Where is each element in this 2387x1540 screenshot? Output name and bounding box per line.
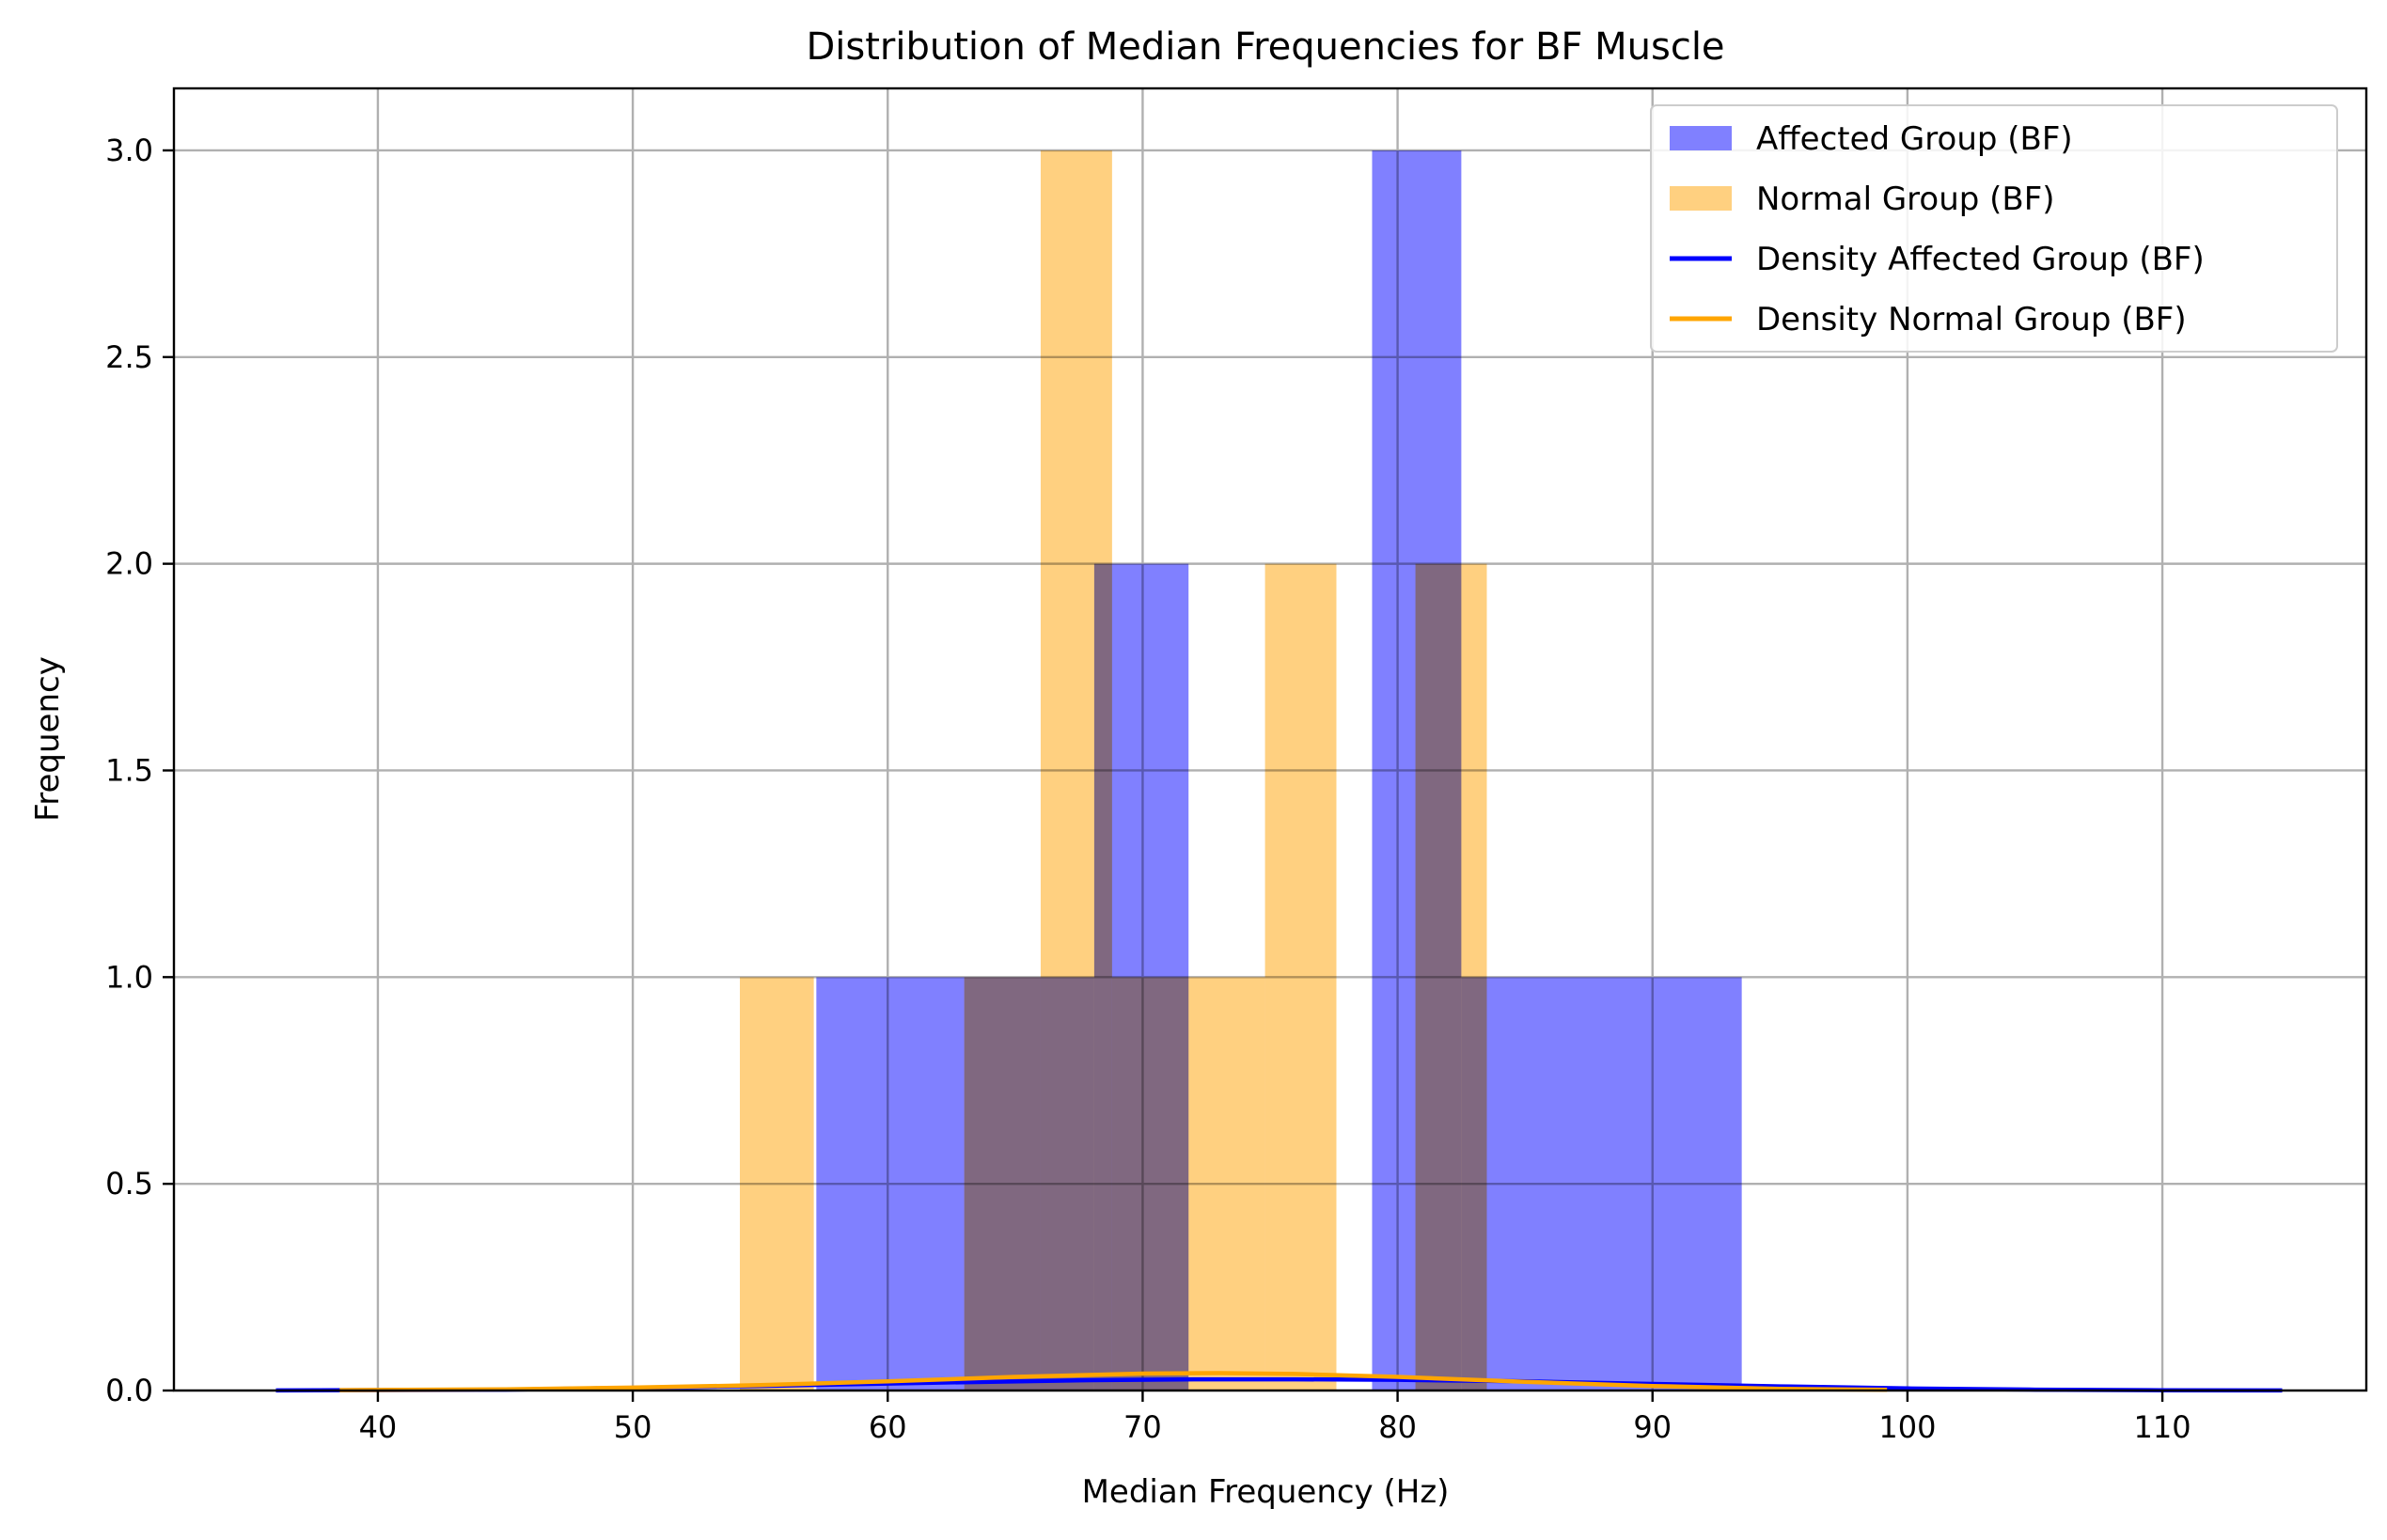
x-tick-label: 60: [869, 1409, 907, 1445]
histogram-bar: [1264, 563, 1337, 1391]
y-axis-ticks: 0.0 0.5 1.0 1.5 2.0 2.5 3.0: [105, 133, 174, 1408]
legend-swatch: [1670, 126, 1732, 150]
x-tick-label: 40: [359, 1409, 398, 1445]
x-tick-label: 50: [614, 1409, 652, 1445]
histogram-bar: [816, 977, 965, 1391]
histogram-bar: [1461, 977, 1742, 1391]
y-tick-label: 0.5: [105, 1166, 153, 1202]
y-tick-label: 0.0: [105, 1373, 153, 1408]
histogram-bar: [1040, 149, 1112, 1391]
histogram-bar: [1111, 977, 1265, 1391]
y-axis-label: Frequency: [29, 656, 67, 822]
histogram-bar: [1415, 563, 1487, 1391]
legend-box: [1650, 104, 2338, 353]
x-tick-label: 100: [1878, 1409, 1936, 1445]
density-line: [339, 1371, 1888, 1392]
x-axis-ticks: 40 50 60 70 80 90 100 110: [359, 1391, 2191, 1445]
legend-swatch: [1670, 186, 1732, 211]
histogram-bar: [964, 977, 1041, 1391]
density-lines: [275, 1371, 2283, 1393]
plot-frame: [172, 86, 2368, 1392]
histogram-bar: [739, 977, 814, 1391]
legend-label: Affected Group (BF): [1756, 120, 2073, 158]
y-tick-label: 3.0: [105, 133, 153, 168]
x-tick-label: 90: [1633, 1409, 1672, 1445]
y-tick-label: 1.5: [105, 752, 153, 788]
chart-title: Distribution of Median Frequencies for B…: [806, 25, 1724, 69]
legend-label: Density Affected Group (BF): [1756, 241, 2205, 278]
x-tick-label: 80: [1378, 1409, 1417, 1445]
legend: Affected Group (BF) Normal Group (BF) Dens…: [1650, 104, 2338, 353]
x-tick-label: 110: [2134, 1409, 2191, 1445]
y-tick-label: 2.5: [105, 339, 153, 375]
y-tick-label: 1.0: [105, 959, 153, 995]
y-tick-label: 2.0: [105, 546, 153, 582]
legend-label: Normal Group (BF): [1756, 181, 2055, 218]
bars: [739, 149, 1742, 1391]
legend-label: Density Normal Group (BF): [1756, 301, 2187, 338]
x-tick-label: 70: [1123, 1409, 1162, 1445]
x-axis-label: Median Frequency (Hz): [1082, 1473, 1450, 1511]
